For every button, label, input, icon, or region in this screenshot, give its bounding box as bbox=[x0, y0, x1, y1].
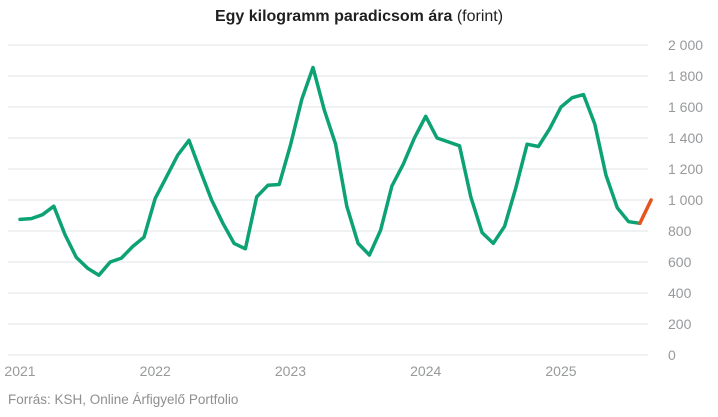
x-tick-label: 2024 bbox=[410, 363, 442, 379]
chart-title-unit: (forint) bbox=[452, 8, 504, 25]
x-tick-label: 2021 bbox=[4, 363, 36, 379]
y-tick-label: 800 bbox=[668, 223, 692, 239]
x-tick-label: 2023 bbox=[274, 363, 307, 379]
y-tick-label: 1 600 bbox=[668, 99, 704, 115]
y-tick-label: 200 bbox=[668, 316, 692, 332]
gridlines bbox=[8, 44, 648, 356]
y-tick-label: 600 bbox=[668, 254, 692, 270]
y-tick-label: 1 000 bbox=[668, 192, 704, 208]
y-tick-label: 1 400 bbox=[668, 130, 704, 146]
chart-title-main: Egy kilogramm paradicsom ára bbox=[214, 8, 453, 25]
y-tick-label: 1 800 bbox=[668, 68, 704, 84]
source-note: Forrás: KSH, Online Árfigyelő Portfolio bbox=[8, 392, 239, 407]
y-tick-label: 1 200 bbox=[668, 161, 704, 177]
x-tick-label: 2022 bbox=[139, 363, 171, 379]
price-line-orange-latest bbox=[638, 198, 653, 226]
y-tick-label: 400 bbox=[668, 285, 692, 301]
y-tick-label: 0 bbox=[668, 347, 676, 363]
chart-title: Egy kilogramm paradicsom ára (forint) bbox=[0, 7, 718, 27]
price-line-green bbox=[18, 65, 642, 277]
y-tick-label: 2 000 bbox=[668, 37, 704, 53]
x-tick-label: 2025 bbox=[545, 363, 577, 379]
